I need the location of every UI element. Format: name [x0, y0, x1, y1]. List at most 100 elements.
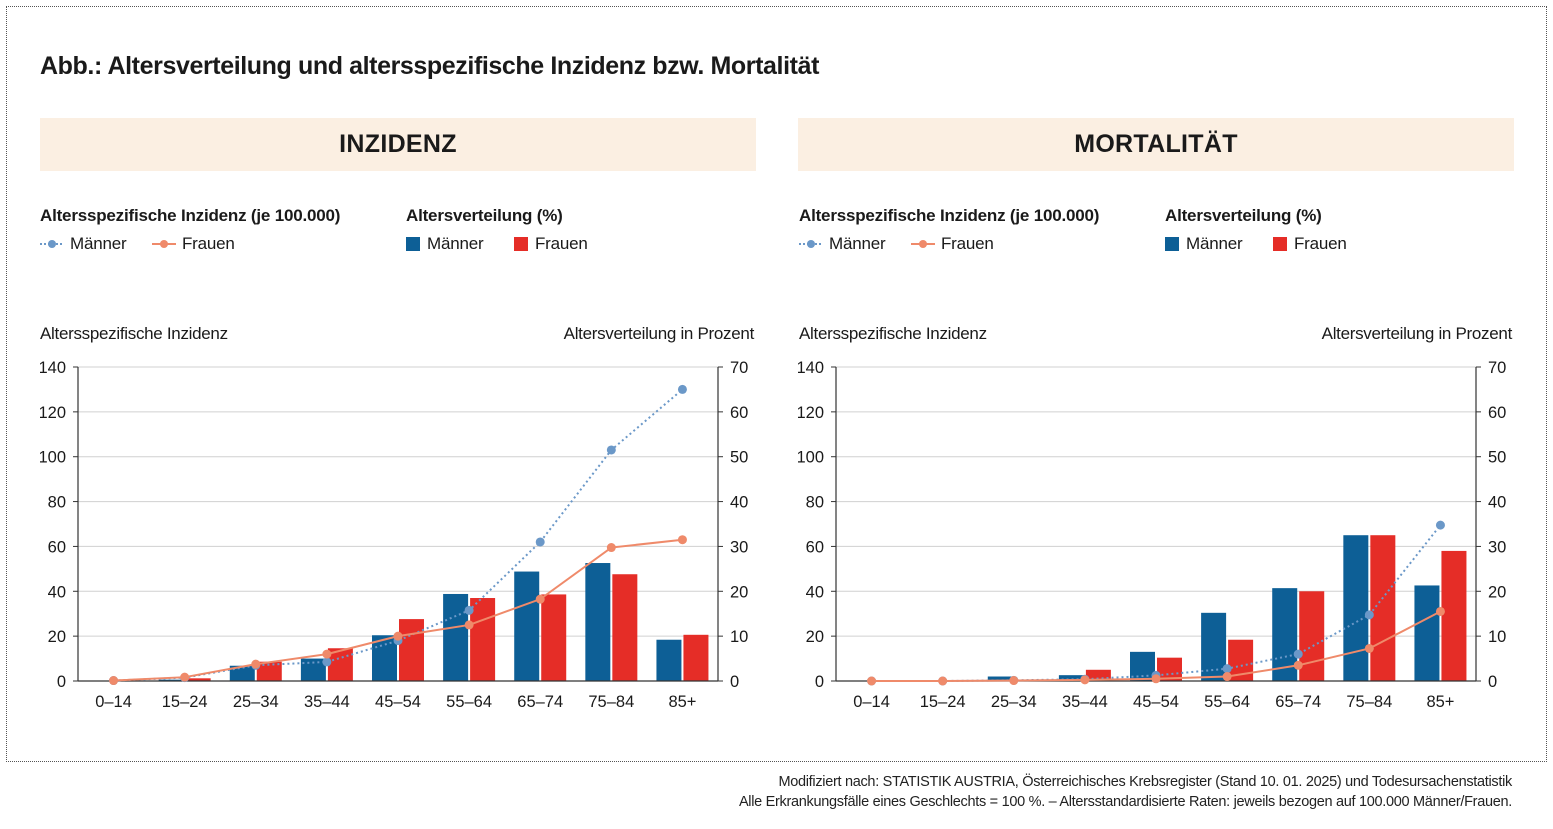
legend-bar-title: Altersverteilung (%)	[406, 206, 563, 225]
bar-women	[1299, 591, 1325, 681]
bar-men	[1414, 585, 1440, 681]
red-square-icon	[1273, 237, 1287, 251]
y-tick-label-right: 50	[1488, 449, 1506, 467]
bar-men	[585, 563, 611, 681]
point-men	[1435, 520, 1445, 530]
x-tick-label: 85+	[668, 693, 696, 711]
dotted-line-marker-icon	[799, 240, 823, 248]
point-women	[1222, 672, 1232, 682]
y-tick-label-right: 0	[1488, 673, 1497, 691]
point-women	[1151, 674, 1161, 684]
x-tick-label: 0–14	[95, 693, 132, 711]
x-tick-label: 75–84	[1346, 693, 1392, 711]
y-tick-label-right: 70	[730, 359, 748, 377]
bar-men	[656, 639, 682, 681]
x-tick-label: 35–44	[304, 693, 350, 711]
legend-men-bar: Männer	[1165, 234, 1243, 254]
legend-men-bar-label: Männer	[1186, 234, 1243, 253]
point-women	[535, 594, 545, 604]
bar-women	[185, 678, 211, 681]
legend-women-line: Frauen	[152, 234, 235, 254]
x-tick-label: 25–34	[991, 693, 1037, 711]
y-tick-label-right: 30	[730, 538, 748, 556]
bar-women	[1085, 669, 1111, 681]
legend-men-line: Männer	[799, 234, 886, 254]
y-tick-label-right: 10	[730, 628, 748, 646]
point-women	[1293, 660, 1303, 670]
point-men	[1364, 610, 1374, 620]
y-tick-label-left: 20	[48, 628, 66, 646]
x-tick-label: 55–64	[446, 693, 492, 711]
right-axis-caption: Altersverteilung in Prozent	[1321, 324, 1513, 343]
point-women	[109, 676, 119, 686]
y-tick-label-right: 60	[730, 404, 748, 422]
x-tick-label: 45–54	[1133, 693, 1179, 711]
y-tick-label-right: 50	[730, 449, 748, 467]
left-axis-caption: Altersspezifische Inzidenz	[799, 324, 987, 343]
y-tick-label-left: 120	[40, 404, 66, 422]
x-tick-label: 0–14	[853, 693, 890, 711]
x-tick-label: 25–34	[233, 693, 279, 711]
y-tick-label-right: 10	[1488, 628, 1506, 646]
point-women	[464, 620, 474, 630]
point-women	[1080, 675, 1090, 685]
y-tick-label-right: 60	[1488, 404, 1506, 422]
y-tick-label-right: 30	[1488, 538, 1506, 556]
legend-line-title: Altersspezifische Inzidenz (je 100.000)	[40, 206, 341, 225]
point-men	[1222, 664, 1232, 674]
blue-square-icon	[406, 237, 420, 251]
red-square-icon	[514, 237, 528, 251]
bar-women	[683, 634, 709, 681]
panel-mortalitaet: MORTALITÄT Altersspezifische Inzidenz (j…	[798, 118, 1514, 758]
footnote-note: Alle Erkrankungsfälle eines Geschlechts …	[738, 794, 1512, 810]
y-tick-label-left: 100	[798, 449, 824, 467]
bar-men	[229, 665, 255, 681]
bar-men	[987, 676, 1013, 681]
y-tick-label-left: 120	[798, 404, 824, 422]
x-tick-label: 65–74	[1275, 693, 1321, 711]
bar-men	[1343, 535, 1369, 681]
point-women	[867, 676, 877, 686]
point-women	[1435, 606, 1445, 616]
bar-women	[541, 594, 567, 681]
legend-men-line-label: Männer	[70, 234, 127, 253]
y-tick-label-right: 70	[1488, 359, 1506, 377]
x-tick-label: 65–74	[517, 693, 563, 711]
y-tick-label-right: 0	[730, 673, 739, 691]
solid-line-marker-icon	[152, 240, 176, 248]
point-women	[251, 659, 261, 669]
y-tick-label-left: 80	[48, 494, 66, 512]
dotted-line-marker-icon	[40, 240, 64, 248]
bar-men	[372, 635, 397, 681]
inzidenz-chart: 0 0 20 10 40 20 60 30 80 40 100 50 120 60 140 70 0–14 15–…	[40, 359, 748, 711]
legend-women-bar-label: Frauen	[535, 234, 588, 253]
x-tick-label: 85+	[1426, 693, 1454, 711]
point-men	[677, 384, 687, 394]
mortalitaet-chart: 0 0 20 10 40 20 60 30 80 40 100 50 120 60 140 70 0–14 15–…	[798, 359, 1506, 711]
point-men	[322, 657, 332, 667]
x-tick-label: 15–24	[920, 693, 966, 711]
legend-women-line: Frauen	[911, 234, 994, 254]
panel-title: MORTALITÄT	[798, 118, 1514, 171]
y-tick-label-left: 140	[40, 359, 66, 377]
legend-men-line: Männer	[40, 234, 127, 254]
point-men	[464, 605, 474, 615]
x-tick-label: 75–84	[588, 693, 634, 711]
bar-men	[300, 658, 326, 681]
x-tick-label: 35–44	[1062, 693, 1108, 711]
bar-women	[612, 574, 638, 681]
point-women	[938, 676, 948, 686]
y-tick-label-left: 80	[806, 494, 824, 512]
point-men	[606, 445, 616, 455]
bar-women	[1441, 550, 1467, 681]
legend-men-bar-label: Männer	[427, 234, 484, 253]
legend-women-bar: Frauen	[514, 234, 588, 254]
right-axis-caption: Altersverteilung in Prozent	[563, 324, 755, 343]
bar-men	[158, 679, 184, 681]
y-tick-label-left: 100	[40, 449, 66, 467]
point-women	[677, 535, 687, 545]
y-tick-label-right: 40	[1488, 494, 1506, 512]
legend-women-bar-label: Frauen	[1294, 234, 1347, 253]
y-tick-label-right: 20	[730, 583, 748, 601]
point-men	[1293, 649, 1303, 659]
